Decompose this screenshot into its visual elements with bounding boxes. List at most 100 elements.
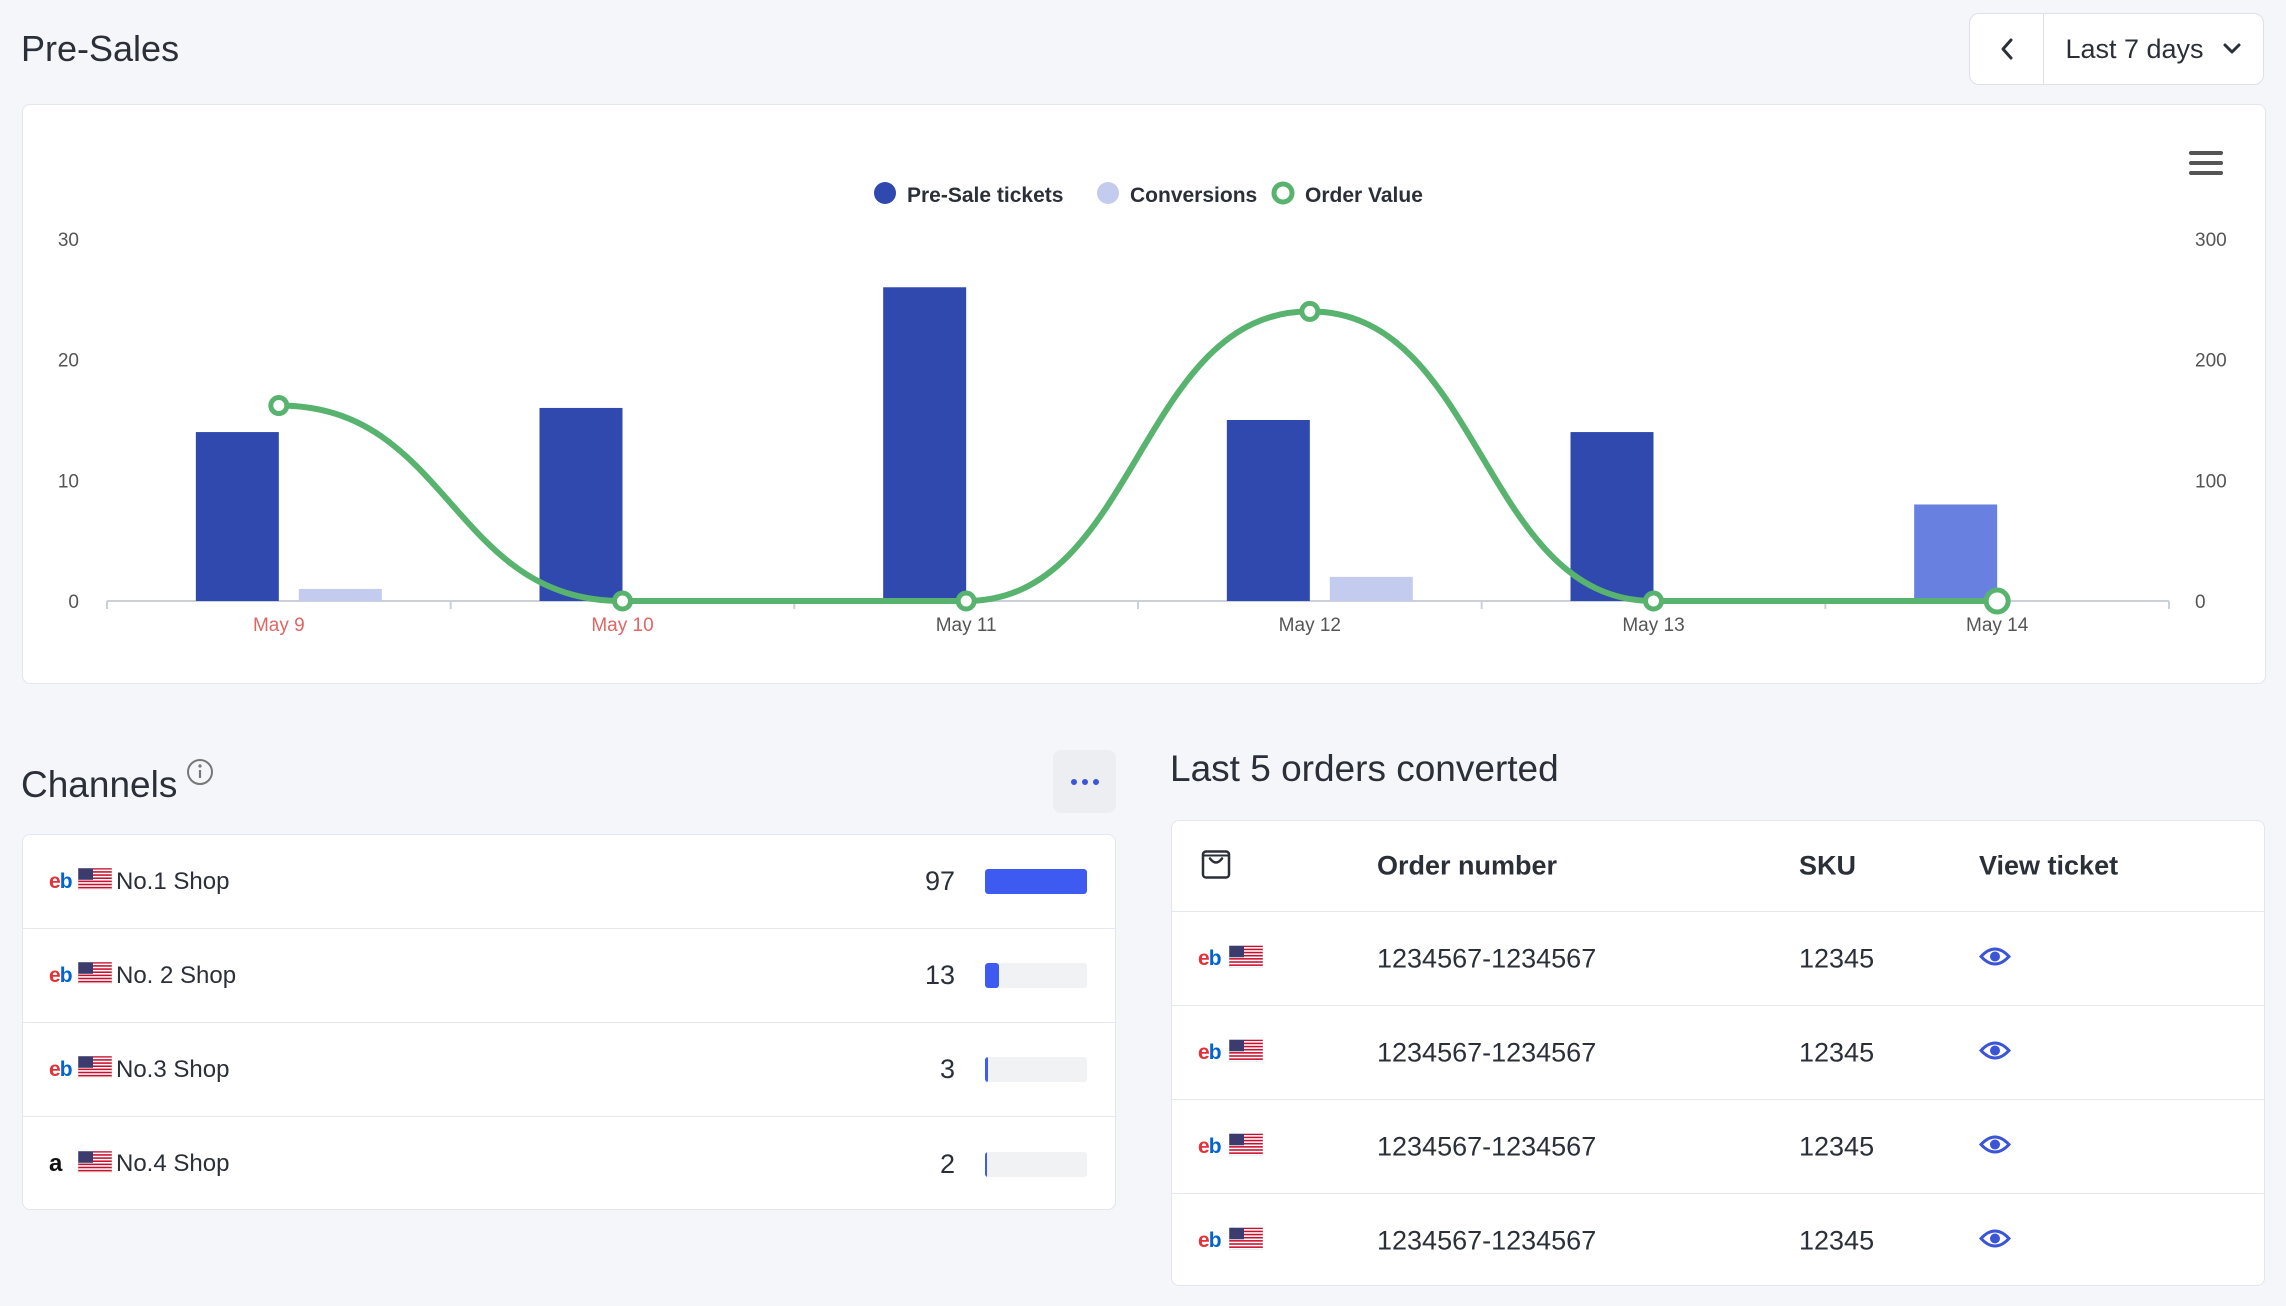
ebay-logo-icon: eb [49,1057,73,1081]
ebay-logo-icon: eb [49,963,73,987]
ebay-logo-icon: eb [1198,1040,1222,1064]
bar-pre-sale-tickets [883,287,967,601]
hamburger-menu-icon[interactable] [2189,151,2223,179]
channel-name: No.1 Shop [116,867,230,895]
table-row: eb 1234567-1234567 12345 [1172,1194,2264,1288]
orders-title: Last 5 orders converted [1170,748,1559,789]
us-flag-icon [77,961,113,989]
us-flag-icon [1228,1038,1264,1066]
previous-range-button[interactable] [1970,14,2044,84]
x-tick-label: May 9 [253,615,305,636]
order-value-point [612,590,633,612]
us-flag-icon [1228,1227,1264,1255]
eye-icon[interactable] [1978,1228,2012,1255]
chevron-down-icon [2223,43,2241,54]
channel-value: 13 [924,960,955,990]
eye-icon[interactable] [1978,1039,2012,1066]
bar-pre-sale-tickets [1914,504,1998,601]
bar-conversions [1329,576,1413,601]
table-header: Order number SKU View ticket [1172,821,2264,912]
order-value-point [268,395,290,417]
ebay-logo-icon: eb [1198,946,1222,970]
channel-value: 97 [924,866,955,896]
channel-name: No.3 Shop [116,1055,230,1083]
bar-pre-sale-tickets [539,407,623,601]
channel-name: No. 2 Shop [116,961,237,989]
list-item[interactable]: eb No. 2 Shop 13 [23,929,1115,1023]
us-flag-icon [77,1055,113,1083]
ebay-logo-icon: eb [1198,1229,1222,1252]
channel-progress-bar [985,1151,1087,1177]
list-item[interactable]: eb No.1 Shop 97 [23,835,1115,929]
order-value-point [1299,300,1321,322]
order-number: 1234567-1234567 [1377,1037,1597,1067]
us-flag-icon [77,867,113,895]
chevron-left-icon [2001,38,2012,60]
sku-value: 12345 [1799,1131,1875,1161]
x-tick-label: May 11 [936,615,997,636]
presales-chart-card: Pre-Sale tickets Conversions Order Value 0 1… [22,104,2266,684]
channels-more-button[interactable] [1053,750,1116,813]
more-horizontal-icon [1070,778,1077,785]
order-value-point [955,590,977,612]
channels-list: eb No.1 Shop 97 eb No. 2 Shop 13 eb No.3 Shop 3 a… [22,834,1116,1210]
x-tick-label: May 13 [1622,615,1684,636]
ebay-logo-icon: eb [1198,1134,1222,1158]
order-number: 1234567-1234567 [1377,1131,1597,1161]
presales-chart: Pre-Sale tickets Conversions Order Value 0 1… [58,181,2227,636]
y-left-tick-label: 30 [58,230,79,251]
table-row: eb 1234567-1234567 12345 [1172,1100,2264,1194]
legend-label: Conversions [1130,184,1257,207]
us-flag-icon [1228,944,1264,972]
sku-value: 12345 [1799,1037,1875,1067]
sku-header: SKU [1799,850,1857,881]
info-icon[interactable] [186,758,214,786]
order-value-line [278,308,1998,605]
legend-marker [1271,181,1295,205]
y-left-tick-label: 0 [68,592,79,613]
table-row: eb 1234567-1234567 12345 [1172,912,2264,1006]
range-select[interactable]: Last 7 days [2044,14,2263,84]
y-right-tick-label: 200 [2195,351,2227,372]
sku-value: 12345 [1799,1225,1875,1256]
channel-progress-bar [985,963,1087,988]
x-tick-label: May 14 [1966,615,2029,636]
bar-pre-sale-tickets [1570,432,1654,601]
order-value-point [1643,590,1664,612]
us-flag-icon [1228,1132,1264,1160]
bar-pre-sale-tickets [1226,420,1310,601]
y-right-tick-label: 300 [2195,230,2227,251]
channel-name: No.4 Shop [116,1150,230,1177]
y-right-tick-label: 100 [2195,471,2227,492]
y-left-tick-label: 10 [58,471,79,492]
date-range-picker: Last 7 days [1969,13,2264,85]
amazon-logo-icon: a [49,1150,62,1177]
channel-value: 2 [939,1148,955,1179]
list-item[interactable]: a No.4 Shop 2 [23,1117,1115,1211]
legend-marker [874,182,896,204]
range-select-label: Last 7 days [2065,33,2204,64]
x-tick-label: May 10 [591,615,653,636]
channel-progress-bar [985,869,1087,894]
order-number: 1234567-1234567 [1377,943,1597,973]
order-number: 1234567-1234567 [1377,1225,1597,1256]
view-ticket-header: View ticket [1979,850,2119,881]
sku-value: 12345 [1799,943,1875,973]
eye-icon[interactable] [1978,1133,2012,1160]
channels-title: Channels [21,764,178,805]
legend-marker [1097,182,1119,204]
eye-icon[interactable] [1978,945,2012,972]
legend-label: Order Value [1305,184,1423,207]
orders-table: Order number SKU View ticket eb 1234567-1… [1171,820,2265,1286]
ebay-logo-icon: eb [49,869,73,893]
bar-pre-sale-tickets [195,432,279,601]
legend-label: Pre-Sale tickets [907,184,1063,207]
list-item[interactable]: eb No.3 Shop 3 [23,1023,1115,1117]
y-right-tick-label: 0 [2195,592,2206,613]
y-left-tick-label: 20 [58,351,79,372]
us-flag-icon [77,1150,113,1178]
table-row: eb 1234567-1234567 12345 [1172,1006,2264,1100]
shopping-bag-icon [1200,846,1232,887]
channel-value: 3 [939,1054,955,1084]
channel-progress-bar [985,1057,1087,1082]
